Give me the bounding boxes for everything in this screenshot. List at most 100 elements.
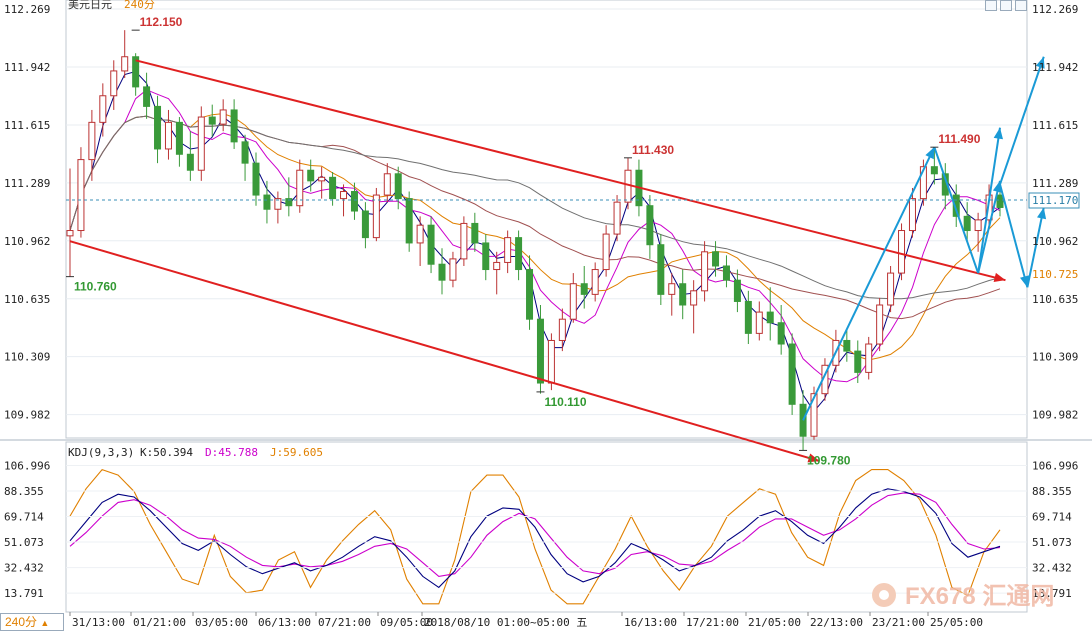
candle-body: [536, 318, 544, 384]
kdj-line-d: [69, 492, 1001, 577]
candle-body: [143, 86, 151, 107]
current-price-label: 111.170: [1032, 194, 1078, 207]
ma-line-24: [69, 115, 1001, 320]
extra-price-label: 110.725: [1032, 268, 1078, 281]
candle-body: [493, 261, 501, 271]
period-selector-label: 240分: [5, 615, 38, 629]
projection-rebound-line-arrowhead: [1037, 207, 1047, 220]
candle-body: [854, 350, 862, 373]
price-tick-left: 111.289: [4, 177, 50, 190]
candle-body: [361, 210, 369, 239]
candle-body: [602, 233, 610, 271]
candle-body: [580, 283, 588, 295]
triangle-up-icon: ▲: [40, 618, 50, 628]
candle-body: [876, 304, 884, 345]
support-trendline: [69, 240, 820, 463]
candle-body: [613, 201, 621, 235]
price-tick-right: 111.615: [1032, 119, 1078, 132]
symbol-title: 美元日元: [68, 0, 112, 11]
time-label: 23/21:00: [872, 616, 925, 629]
candle-body: [766, 311, 774, 324]
candle-body: [810, 393, 818, 437]
price-axis: 112.269 112.269 111.942 111.942 111.615 111.6…: [4, 3, 1078, 422]
kdj-tick-left: 69.714: [4, 511, 44, 524]
time-axis: 31/13:00 01/21:00 03/05:00 06/13:00 07/21:00…: [69, 612, 983, 629]
kdj-tick-right: 88.355: [1032, 485, 1072, 498]
candle-body: [88, 121, 96, 161]
extreme-price-label: 109.780: [807, 453, 851, 467]
candle-body: [887, 272, 895, 306]
candle-body: [383, 173, 391, 196]
candle-body: [296, 169, 304, 207]
candle-body: [66, 230, 74, 237]
price-tick-right: 110.309: [1032, 351, 1078, 364]
watermark-text: FX678 汇通网: [905, 583, 1054, 610]
current-price-box: [1028, 192, 1080, 209]
wave-up-line: [802, 146, 936, 421]
kdj-panel-frame: [65, 441, 1028, 613]
time-label: 16/13:00: [624, 616, 677, 629]
ma-line-6: [69, 89, 1001, 383]
price-panel-frame: [65, 0, 1028, 439]
trend-lines: [69, 56, 1047, 463]
candle-body: [974, 219, 982, 232]
projection-down-line: [999, 184, 1029, 288]
kdj-tick-left: 51.073: [4, 536, 44, 549]
time-label: 21/05:00: [748, 616, 801, 629]
watermark-logo-inner-icon: [879, 590, 889, 600]
candle-body: [898, 230, 906, 274]
resistance-trendline: [135, 59, 1006, 282]
candle-body: [471, 222, 479, 244]
time-label: 25/05:00: [930, 616, 983, 629]
candle-body: [679, 283, 687, 306]
period-title: 240分: [124, 0, 155, 11]
time-label: 17/21:00: [686, 616, 739, 629]
zoom-out-button[interactable]: [985, 0, 997, 11]
candle-body: [449, 258, 457, 281]
candle-body: [197, 116, 205, 171]
price-tick-right: 110.635: [1032, 293, 1078, 306]
wave-up-line-arrowhead: [925, 147, 935, 160]
candle-body: [865, 343, 873, 373]
support-trendline-arrowhead: [807, 453, 820, 463]
candle-body: [285, 198, 293, 207]
kdj-tick-left: 13.791: [4, 587, 44, 600]
candle-body: [547, 339, 555, 384]
candle-body: [427, 224, 435, 265]
candle-body: [657, 244, 665, 295]
period-selector-button[interactable]: 240分 ▲: [0, 613, 64, 631]
candle-body: [329, 176, 337, 200]
candle-body: [515, 237, 523, 271]
kdj-tick-right: 13.791: [1032, 587, 1072, 600]
candle-body: [591, 269, 599, 295]
candle-body: [558, 318, 566, 341]
candle-body: [722, 265, 730, 281]
ma-line-12: [69, 113, 1001, 361]
candle-body: [416, 224, 424, 244]
kdj-k-label: K:50.394: [140, 446, 193, 459]
kdj-tick-right: 51.073: [1032, 536, 1072, 549]
extreme-price-label: 112.150: [140, 15, 183, 29]
kdj-line-j: [69, 468, 1001, 605]
projection-down-line-arrowhead: [1020, 275, 1029, 288]
price-tick-right: 111.289: [1032, 177, 1078, 190]
kdj-tick-right: 32.432: [1032, 562, 1072, 575]
close-button[interactable]: [1015, 0, 1027, 11]
price-tick-left: 111.615: [4, 119, 50, 132]
candle-body: [930, 166, 938, 175]
kdj-tick-right: 69.714: [1032, 511, 1072, 524]
kdj-tick-left: 88.355: [4, 485, 44, 498]
candle-body: [526, 269, 534, 320]
candle-body: [569, 283, 577, 320]
candles: [66, 30, 1004, 451]
price-tick-right: 110.962: [1032, 235, 1078, 248]
candle-body: [263, 194, 271, 210]
kdj-lines: [69, 468, 1001, 605]
zoom-in-button[interactable]: [1000, 0, 1012, 11]
candle-body: [952, 194, 960, 217]
candle-body: [230, 109, 238, 143]
ma-line-40: [69, 115, 1001, 300]
candle-body: [318, 176, 326, 182]
candle-body: [394, 173, 402, 200]
